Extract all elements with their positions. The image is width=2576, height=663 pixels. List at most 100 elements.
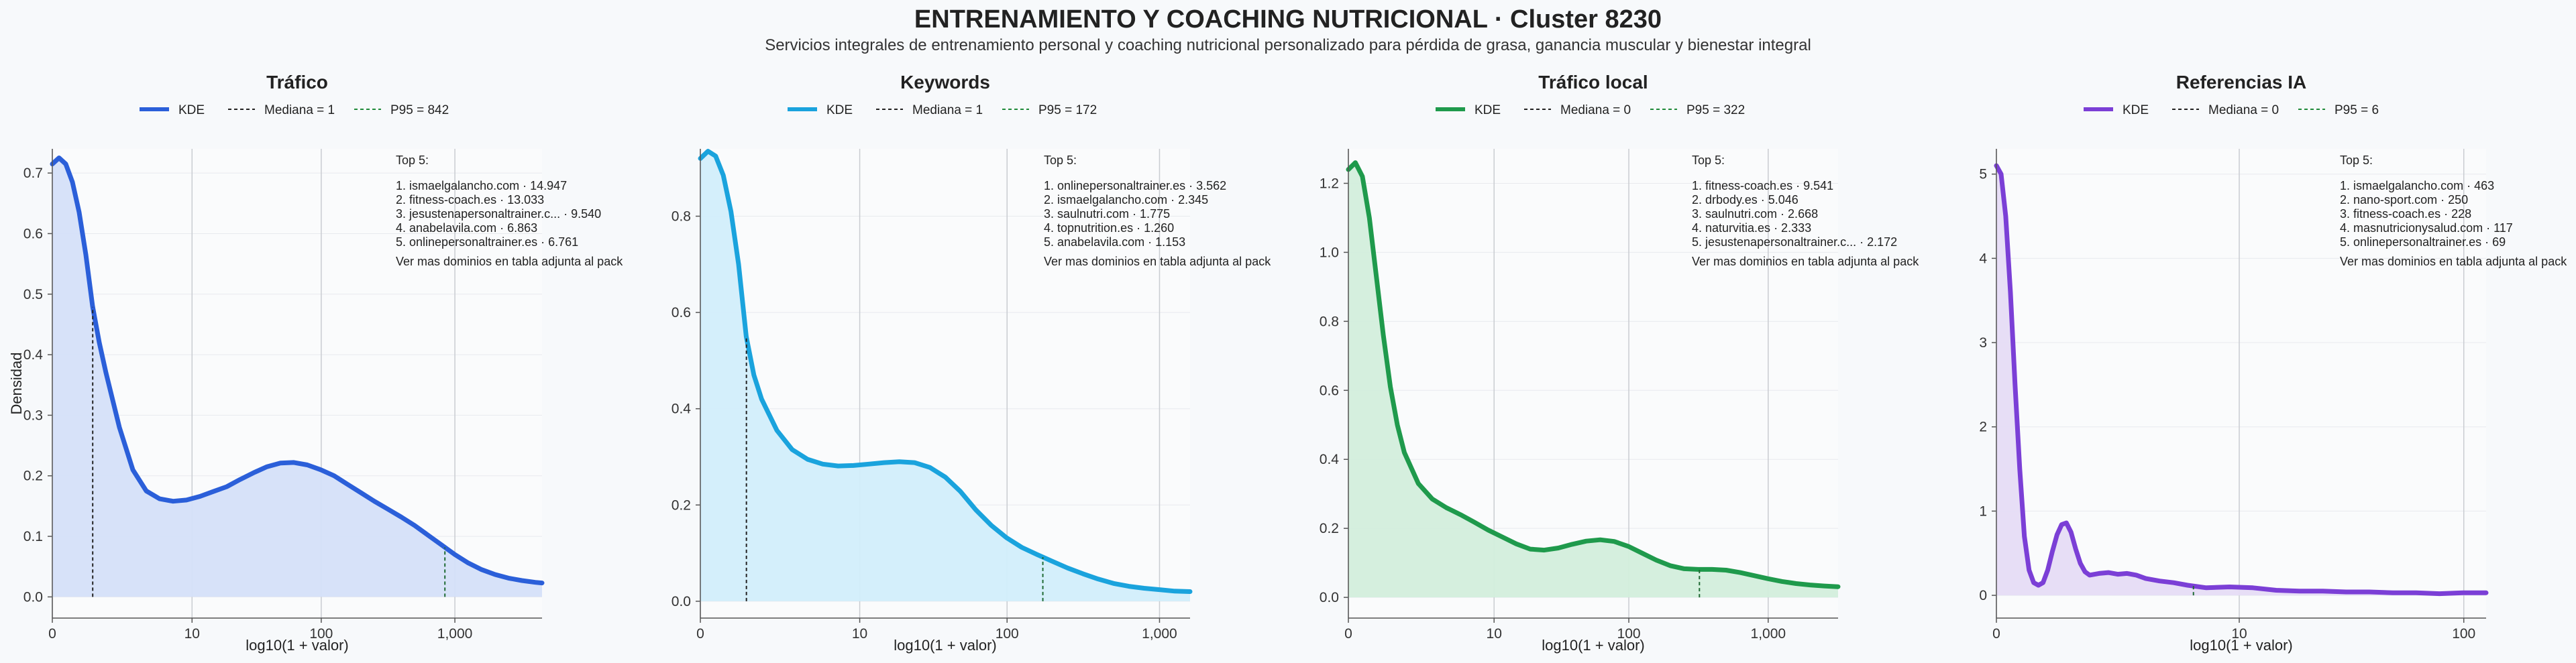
- top5-item: 3. saulnutri.com · 1.775: [1044, 207, 1170, 221]
- x-tick-label: 10: [852, 626, 867, 642]
- top5-item: 1. fitness-coach.es · 9.541: [1692, 179, 1833, 192]
- legend-kde-label: KDE: [1474, 103, 1501, 117]
- legend-p95-label: P95 = 6: [2334, 103, 2379, 117]
- top5-item: 1. onlinepersonaltrainer.es · 3.562: [1044, 179, 1226, 192]
- x-tick-label: 100: [2452, 626, 2475, 642]
- y-tick-label: 0: [1979, 588, 1987, 603]
- top5-item: 2. fitness-coach.es · 13.033: [396, 193, 544, 206]
- top5-note: Ver mas dominios en tabla adjunta al pac…: [1692, 255, 1919, 268]
- legend-median-label: Mediana = 1: [264, 103, 335, 117]
- top5-item: 4. masnutricionysalud.com · 117: [2340, 221, 2513, 235]
- legend-median-label: Mediana = 1: [912, 103, 983, 117]
- page-subtitle: Servicios integrales de entrenamiento pe…: [765, 36, 1811, 54]
- y-tick-label: 2: [1979, 420, 1987, 435]
- kde-line: [698, 149, 1193, 594]
- y-tick-label: 0.0: [23, 589, 43, 605]
- y-tick-label: 0.2: [1320, 521, 1339, 536]
- chart-title: Tráfico: [266, 72, 328, 93]
- x-axis-label: log10(1 + valor): [1542, 637, 1644, 654]
- chart-legend: KDE Mediana = 1 P95 = 842: [140, 103, 449, 117]
- top5-item: 3. saulnutri.com · 2.668: [1692, 207, 1818, 221]
- chart-panel-3: Tráfico local KDE Mediana = 0 P95 = 322 0.0 0…: [1320, 72, 1919, 654]
- kde-line: [1994, 163, 2489, 597]
- chart-title: Tráfico local: [1538, 72, 1648, 93]
- top5-item: 5. anabelavila.com · 1.153: [1044, 235, 1185, 249]
- kde-area: [1348, 162, 1838, 598]
- page-title: ENTRENAMIENTO Y COACHING NUTRICIONAL · C…: [914, 5, 1662, 34]
- legend-median-label: Mediana = 0: [1560, 103, 1631, 117]
- plot-area: [1996, 149, 2486, 618]
- top5-item: 3. fitness-coach.es · 228: [2340, 207, 2471, 221]
- y-tick-label: 0.2: [672, 497, 691, 513]
- x-axis-label: log10(1 + valor): [246, 637, 348, 654]
- top5-note: Ver mas dominios en tabla adjunta al pac…: [396, 255, 623, 268]
- y-tick-label: 4: [1979, 251, 1987, 266]
- y-tick-label: 0.7: [23, 166, 43, 181]
- y-tick-label: 5: [1979, 167, 1987, 182]
- y-tick-label: 0.6: [672, 305, 691, 320]
- top5-item: 3. jesustenapersonaltrainer.c... · 9.540: [396, 207, 601, 221]
- top5-item: 4. anabelavila.com · 6.863: [396, 221, 537, 235]
- x-axis-label: log10(1 + valor): [894, 637, 996, 654]
- y-tick-label: 0.8: [672, 209, 691, 225]
- y-tick-label: 1: [1979, 503, 1987, 519]
- y-tick-label: 0.0: [672, 594, 691, 609]
- top5-heading: Top 5:: [1692, 154, 1725, 167]
- chart-panel-4: Referencias IA KDE Mediana = 0 P95 = 6 0 1 2 3 4…: [1979, 72, 2567, 654]
- y-tick-label: 3: [1979, 335, 1987, 351]
- kde-line: [50, 156, 545, 586]
- y-tick-label: 1.0: [1320, 245, 1339, 260]
- top5-heading: Top 5:: [2340, 154, 2373, 167]
- top5-heading: Top 5:: [1044, 154, 1077, 167]
- y-tick-label: 0.8: [1320, 314, 1339, 329]
- x-tick-label: 0: [1344, 626, 1352, 642]
- kde-area: [52, 158, 542, 597]
- y-tick-label: 0.6: [23, 226, 43, 241]
- x-tick-label: 1,000: [1142, 626, 1177, 642]
- top5-item: 1. ismaelgalancho.com · 14.947: [396, 179, 567, 192]
- x-tick-label: 10: [1487, 626, 1502, 642]
- x-tick-label: 1,000: [1751, 626, 1786, 642]
- chart-legend: KDE Mediana = 0 P95 = 322: [1436, 103, 1745, 117]
- chart-panel-2: Keywords KDE Mediana = 1 P95 = 172 0.0 0.2 0.4…: [672, 72, 1271, 654]
- legend-kde-label: KDE: [178, 103, 205, 117]
- top5-note: Ver mas dominios en tabla adjunta al pac…: [1044, 255, 1271, 268]
- y-tick-label: 0.4: [672, 402, 692, 417]
- x-tick-label: 0: [1992, 626, 2000, 642]
- chart-title: Referencias IA: [2176, 72, 2307, 93]
- y-tick-label: 0.3: [23, 408, 43, 423]
- y-tick-label: 0.1: [23, 529, 43, 544]
- legend-p95-label: P95 = 322: [1686, 103, 1745, 117]
- top5-heading: Top 5:: [396, 154, 429, 167]
- chart-legend: KDE Mediana = 0 P95 = 6: [2084, 103, 2379, 117]
- top5-item: 5. jesustenapersonaltrainer.c... · 2.172: [1692, 235, 1897, 249]
- top5-item: 5. onlinepersonaltrainer.es · 6.761: [396, 235, 578, 249]
- y-tick-label: 1.2: [1320, 176, 1339, 191]
- chart-legend: KDE Mediana = 1 P95 = 172: [788, 103, 1097, 117]
- top5-note: Ver mas dominios en tabla adjunta al pac…: [2340, 255, 2567, 268]
- x-axis-label: log10(1 + valor): [2190, 637, 2292, 654]
- top5-item: 4. topnutrition.es · 1.260: [1044, 221, 1174, 235]
- legend-median-label: Mediana = 0: [2208, 103, 2279, 117]
- legend-kde-label: KDE: [2123, 103, 2149, 117]
- y-tick-label: 0.2: [23, 469, 43, 484]
- y-tick-label: 0.4: [1320, 452, 1340, 467]
- x-tick-label: 0: [48, 626, 56, 642]
- legend-p95-label: P95 = 842: [390, 103, 449, 117]
- x-tick-label: 0: [696, 626, 704, 642]
- y-tick-label: 0.0: [1320, 590, 1339, 605]
- x-tick-label: 10: [184, 626, 200, 642]
- top5-item: 2. drbody.es · 5.046: [1692, 193, 1799, 206]
- x-tick-label: 100: [309, 626, 333, 642]
- x-tick-label: 100: [996, 626, 1019, 642]
- top5-item: 2. nano-sport.com · 250: [2340, 193, 2468, 206]
- kde-line: [1346, 160, 1841, 589]
- y-tick-label: 0.6: [1320, 383, 1339, 398]
- legend-p95-label: P95 = 172: [1038, 103, 1097, 117]
- top5-annotation: Top 5: 1. onlinepersonaltrainer.es · 3.56…: [1044, 154, 1271, 268]
